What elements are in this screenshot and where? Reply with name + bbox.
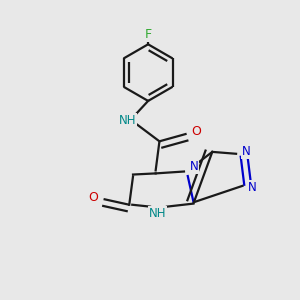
Text: NH: NH — [118, 114, 136, 127]
Text: F: F — [145, 28, 152, 41]
Text: O: O — [88, 191, 98, 204]
Text: N: N — [248, 181, 257, 194]
Text: N: N — [242, 146, 250, 158]
Text: NH: NH — [149, 207, 166, 220]
Text: O: O — [191, 125, 201, 138]
Text: N: N — [190, 160, 199, 173]
